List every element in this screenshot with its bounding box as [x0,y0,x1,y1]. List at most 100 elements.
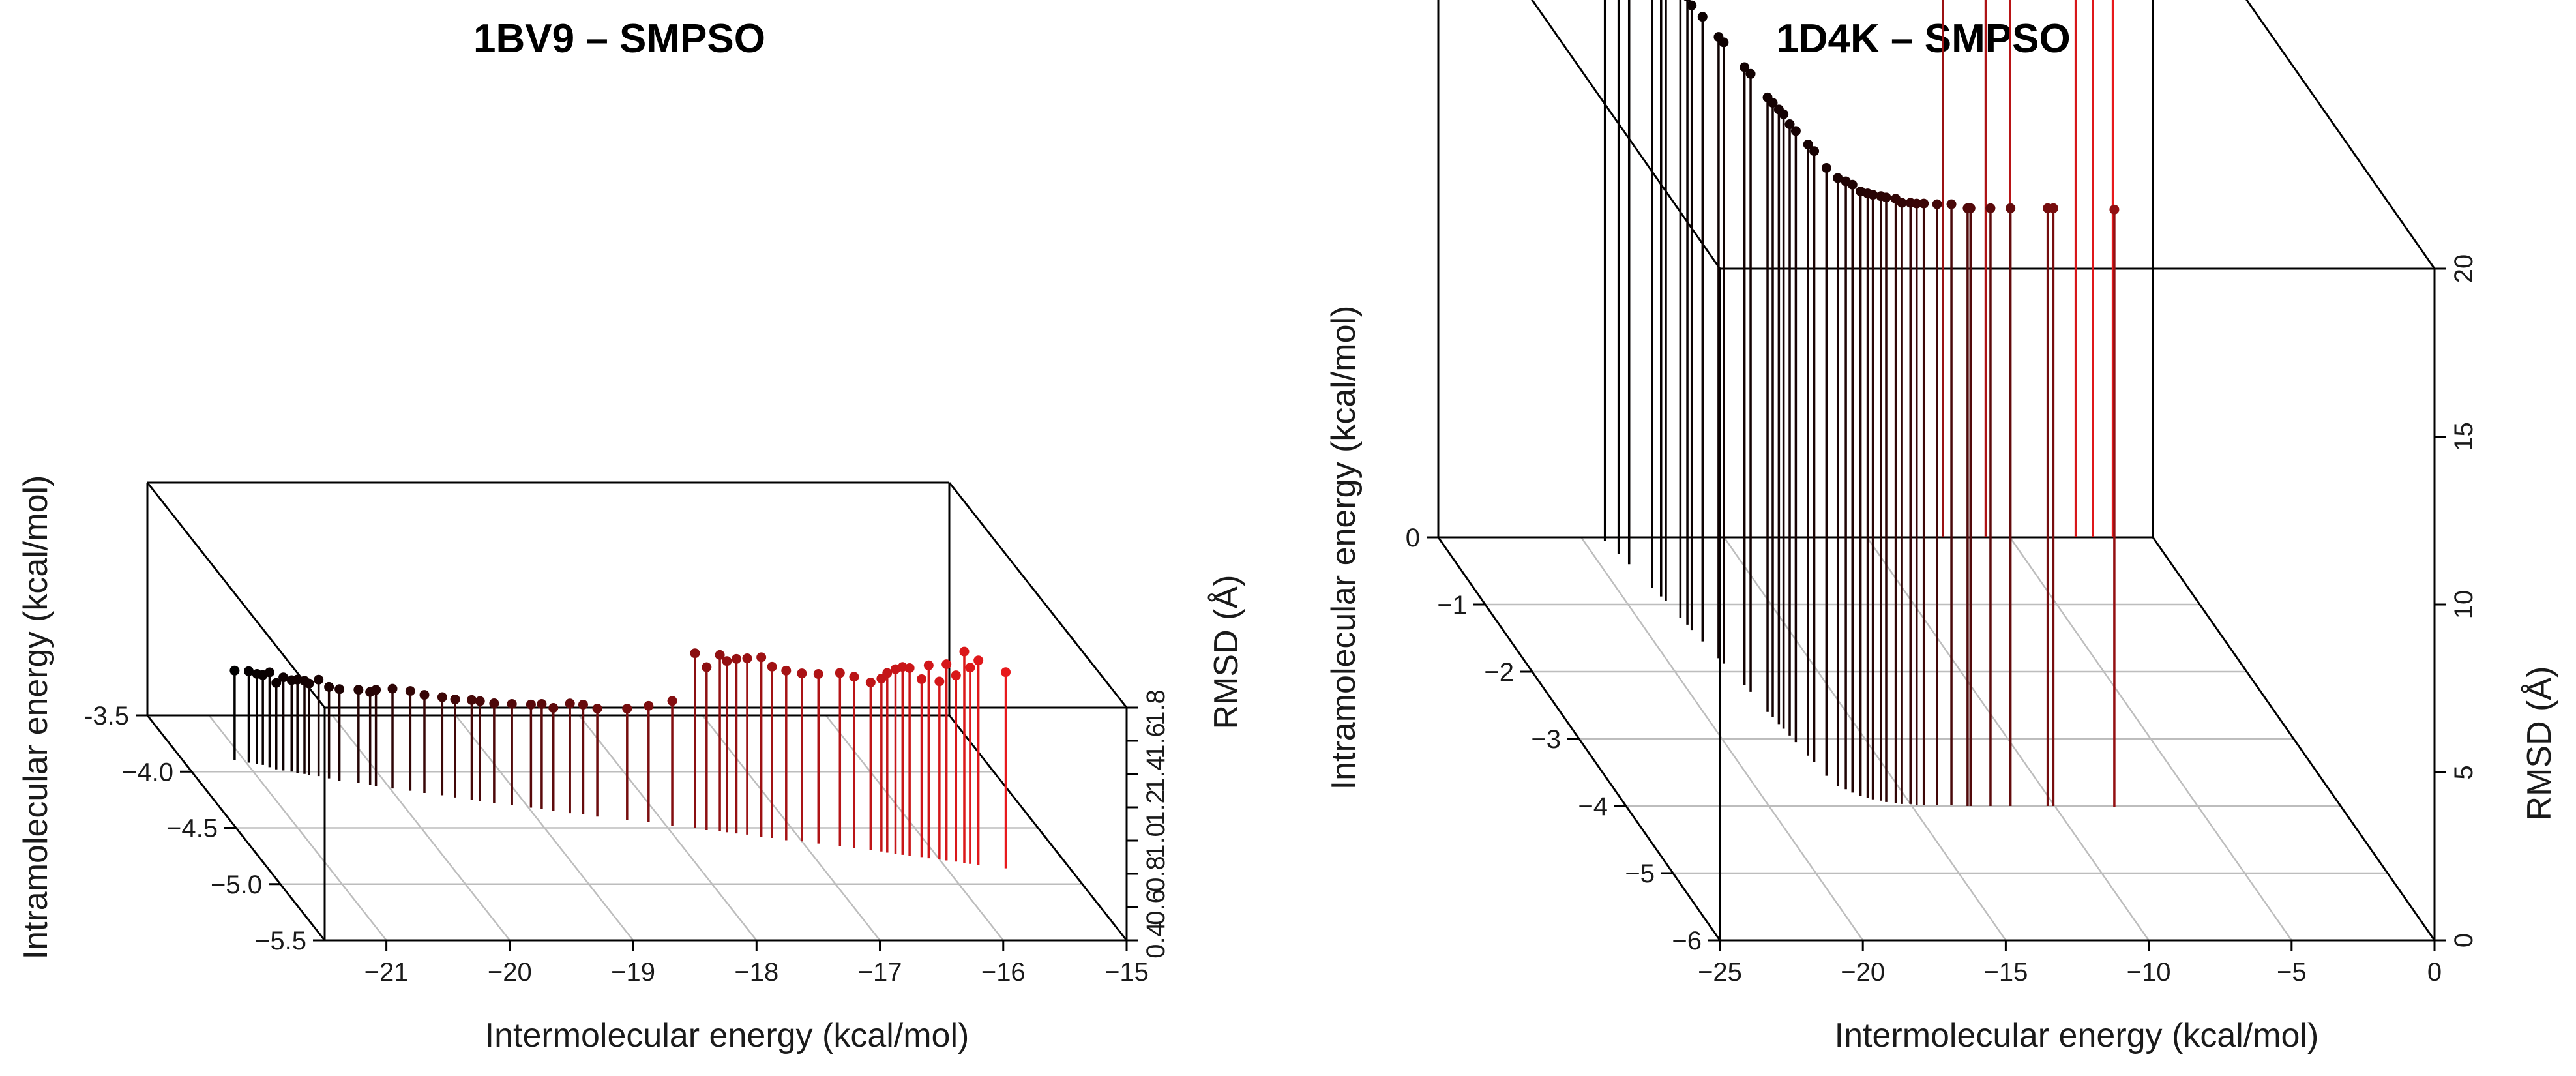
box-edge [146,482,326,708]
z-tick-label: 1.6 [1142,723,1170,759]
x-tick-label: −19 [611,958,655,987]
data-point [264,667,274,678]
y-tick-label: −4 [1578,792,1608,821]
x-tick-label: −5 [2277,958,2307,987]
x-tick-label: −18 [734,958,778,987]
data-point [1965,203,1976,213]
data-point [353,685,364,695]
data-point [466,695,477,705]
data-points [229,646,1011,869]
x-tick-label: 0 [2427,958,2442,987]
x-tick-label: −17 [858,958,902,987]
data-point [2048,203,2058,213]
y-tick-label: −6 [1672,927,1702,955]
x-tick-label: −15 [1104,958,1149,987]
data-point [1932,199,1942,209]
data-point [1790,126,1801,136]
box-edge [1531,0,1721,269]
z-tick-label: 0.6 [1142,889,1170,925]
data-point [1809,146,1820,157]
grid-line [331,715,511,941]
data-point [722,656,732,666]
y-axis-label: Intramolecular energy (kcal/mol) [1325,306,1363,790]
data-point [941,659,952,670]
y-tick-label: −3 [1531,725,1561,754]
grid-line [825,715,1004,941]
x-tick-label: −21 [364,958,409,987]
data-point [475,696,485,706]
data-point [835,668,845,678]
data-point [923,660,934,670]
data-point [813,669,823,680]
box-edge [2152,537,2436,941]
data-point [578,700,588,710]
z-tick-label: 1.0 [1142,822,1170,859]
data-point [1779,109,1789,119]
data-point [797,668,807,679]
data-point [1719,37,1729,48]
data-point [1687,0,1697,10]
box-edge [948,482,1128,708]
grid-line [1866,537,2150,941]
z-tick-label: 20 [2450,254,2478,284]
data-point [767,661,777,672]
y-axis-label: Intramolecular energy (kcal/mol) [17,475,55,960]
x-tick-label: −15 [1983,958,2028,987]
data-point [1745,68,1756,79]
data-point [742,653,752,664]
data-point [324,681,334,692]
data-point [371,685,381,695]
y-tick-label: -3.5 [84,702,129,730]
z-tick-label: 0.4 [1142,922,1170,959]
grid-line [702,715,881,941]
z-tick-label: 1.2 [1142,789,1170,826]
data-point [592,704,602,713]
data-point [526,699,536,710]
data-point [489,698,499,709]
data-point [387,683,398,694]
data-point [882,668,893,678]
data-point [1833,173,1843,183]
grid-line [455,715,634,941]
grid-line [1580,537,1864,941]
data-point [644,700,654,711]
grid-line [578,715,758,941]
data-point [667,696,677,706]
data-point [2006,203,2016,213]
data-point [973,655,984,666]
data-point [917,674,927,684]
data-point [450,694,460,704]
x-tick-label: −20 [1841,958,1885,987]
chart-1d4k: 1D4K – SMPSO Intermolecular energy (kcal… [1325,0,2558,1054]
data-point [1821,163,1831,173]
data-point [715,650,725,660]
data-point [1881,192,1891,203]
data-point [507,698,517,709]
data-point [405,686,415,696]
data-point [1803,139,1813,149]
z-tick-label: 1.8 [1142,689,1170,726]
data-points [1603,0,2120,808]
data-point [934,676,945,687]
grid-line [2009,537,2292,941]
data-point [1946,199,1957,209]
chart-1bv9: 1BV9 – SMPSO Intermolecular energy (kcal… [17,16,1245,1054]
data-point [334,684,345,695]
y-tick-label: −4.5 [166,814,218,843]
z-axis-label: RMSD (Å) [1207,575,1245,730]
x-axis-label: Intermolecular energy (kcal/mol) [1835,1017,2319,1054]
data-point [314,674,324,685]
z-axis-label: RMSD (Å) [2521,666,2558,821]
data-point [732,653,742,664]
data-point [1683,0,1691,2]
data-point [271,678,282,688]
data-point [1001,667,1011,678]
y-tick-label: 0 [1406,524,1420,552]
plot-box [146,481,1128,942]
z-tick-label: 0 [2450,933,2478,948]
y-tick-label: −5 [1625,859,1655,888]
z-tick-label: 15 [2450,422,2478,451]
data-point [965,663,975,673]
data-point [565,698,575,709]
data-point [781,665,792,676]
